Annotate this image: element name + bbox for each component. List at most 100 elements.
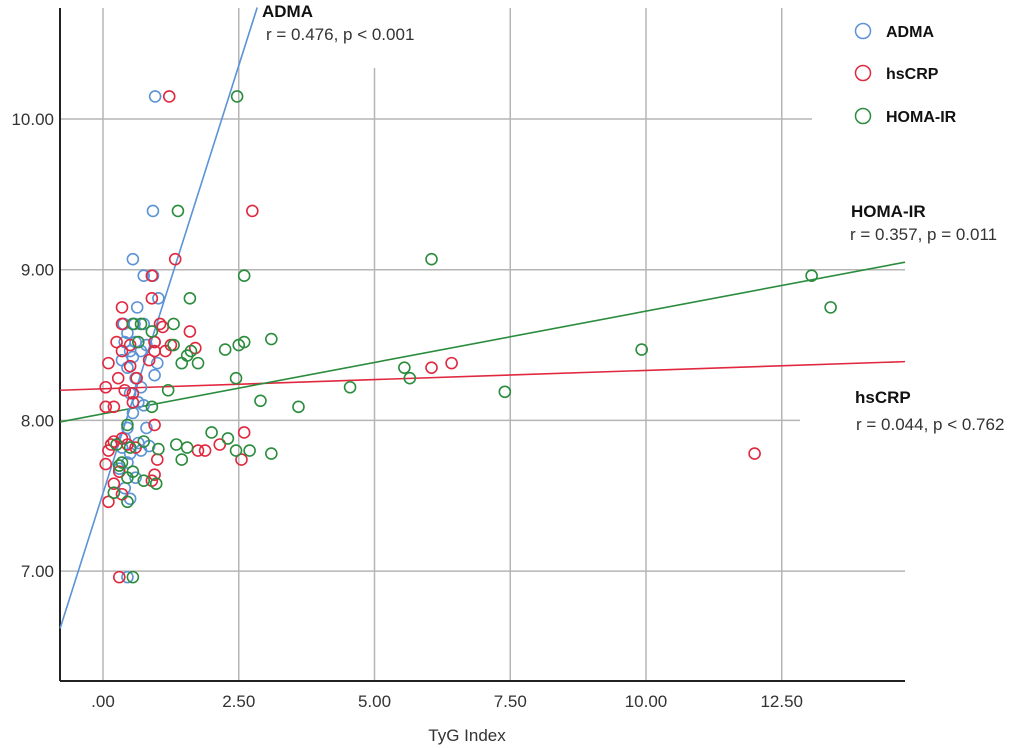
data-point	[140, 421, 153, 435]
fit-line-hscrp	[60, 360, 906, 392]
data-point	[184, 344, 198, 358]
data-point	[156, 320, 170, 334]
x-tick-label: 10.00	[625, 692, 668, 711]
data-point	[148, 468, 161, 481]
data-point	[148, 418, 161, 432]
data-point	[142, 353, 156, 367]
fit-line-homa-ir	[59, 261, 906, 423]
data-point	[99, 380, 113, 394]
data-point	[175, 356, 189, 370]
data-point	[168, 252, 182, 266]
data-points	[99, 90, 837, 584]
series-homa-ir	[107, 90, 837, 584]
data-point	[129, 441, 142, 454]
data-point	[126, 386, 140, 400]
legend-label-homa-ir: HOMA-IR	[886, 109, 957, 126]
data-point	[748, 447, 761, 460]
legend-label-adma: ADMA	[886, 24, 934, 41]
data-point	[246, 204, 259, 218]
data-point	[123, 441, 137, 454]
data-point	[151, 356, 164, 370]
data-point	[115, 456, 129, 469]
data-point	[149, 477, 163, 490]
data-point	[126, 252, 140, 266]
regression-lines	[59, 7, 906, 629]
data-point	[237, 269, 251, 283]
data-point	[146, 204, 160, 218]
data-point	[126, 350, 140, 364]
data-point	[123, 338, 137, 352]
data-point	[265, 332, 278, 346]
annotation-homa-ir: HOMA-IR r = 0.357, p = 0.011	[850, 202, 997, 244]
data-point	[137, 269, 151, 283]
data-point	[171, 204, 185, 218]
data-point	[112, 465, 126, 478]
data-point	[107, 477, 121, 490]
data-point	[99, 400, 113, 414]
data-point	[237, 335, 251, 349]
annotation-hscrp: hsCRP r = 0.044, p < 0.762	[855, 388, 1004, 434]
legend-marker-hscrp	[854, 64, 872, 82]
data-point	[110, 335, 123, 349]
legend: ADMA hsCRP HOMA-IR	[854, 22, 957, 126]
data-point	[170, 438, 183, 451]
data-point	[123, 359, 137, 373]
annotation-adma-title: ADMA	[262, 2, 313, 21]
data-point	[218, 343, 232, 356]
data-point	[229, 444, 243, 457]
data-point	[126, 317, 140, 331]
data-point	[198, 444, 212, 457]
y-tick-label: 10.00	[11, 110, 54, 129]
x-tick-label: 7.50	[494, 692, 527, 711]
data-point	[121, 495, 134, 509]
data-point	[121, 326, 134, 340]
data-point	[153, 317, 167, 331]
data-point	[107, 400, 121, 414]
data-point	[145, 269, 159, 283]
data-point	[118, 383, 132, 397]
legend-label-hscrp: hsCRP	[886, 66, 939, 83]
data-point	[126, 396, 140, 409]
data-point	[213, 438, 227, 451]
data-point	[254, 394, 267, 408]
data-point	[121, 456, 134, 469]
x-tick-label: 2.50	[222, 692, 255, 711]
data-point	[121, 471, 134, 484]
data-point	[292, 400, 305, 414]
data-point	[445, 356, 458, 370]
data-point	[148, 90, 162, 103]
data-point	[102, 356, 115, 370]
legend-item-homa-ir: HOMA-IR	[854, 107, 957, 126]
axes	[59, 8, 905, 682]
data-point	[126, 570, 140, 584]
y-tick-label: 7.00	[21, 562, 54, 581]
data-point	[145, 292, 159, 305]
data-point	[398, 361, 411, 374]
data-point	[99, 457, 113, 471]
y-tick-label: 9.00	[21, 261, 54, 280]
data-point	[102, 444, 115, 457]
annotation-hscrp-title: hsCRP	[855, 388, 911, 407]
annotation-hscrp-stat: r = 0.044, p < 0.762	[856, 415, 1004, 434]
data-point	[145, 325, 159, 338]
data-point	[265, 447, 278, 460]
data-point	[151, 453, 164, 466]
data-point	[131, 335, 145, 349]
legend-marker-adma	[854, 22, 872, 40]
data-point	[129, 471, 142, 484]
data-point	[243, 444, 256, 457]
x-axis-title: TyG Index	[428, 726, 506, 745]
grid-lines	[60, 8, 905, 681]
data-point	[137, 435, 151, 448]
x-tick-labels: .00 2.50 5.00 7.50 10.00 12.50	[91, 692, 803, 711]
data-point	[425, 361, 438, 374]
data-point	[112, 570, 126, 584]
data-point	[110, 438, 123, 451]
data-point	[498, 385, 512, 399]
y-tick-label: 8.00	[21, 411, 54, 430]
data-point	[121, 570, 134, 584]
data-point	[191, 356, 205, 370]
data-point	[130, 371, 143, 385]
data-point	[167, 338, 180, 352]
legend-marker-homa-ir	[854, 107, 872, 125]
